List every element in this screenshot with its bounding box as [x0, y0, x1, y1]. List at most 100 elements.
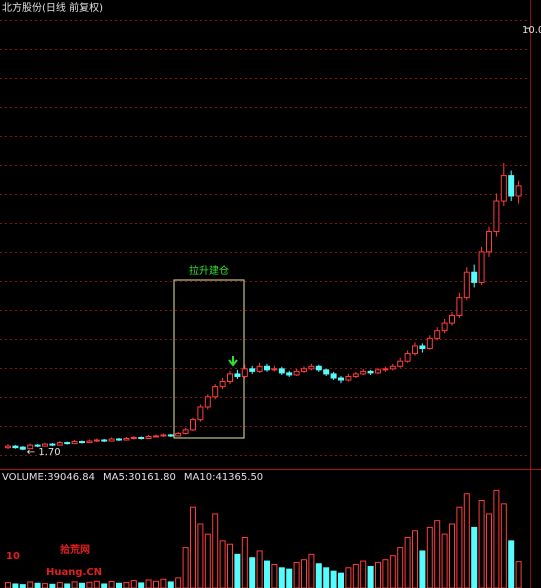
candle-body [212, 386, 219, 398]
candle-body [204, 396, 211, 408]
volume-bar [382, 559, 389, 588]
volume-bar [508, 540, 515, 588]
candle-body [315, 365, 322, 371]
volume-bar [108, 581, 115, 588]
volume-bar [345, 567, 352, 588]
volume-legend-item: MA10:41365.50 [184, 472, 263, 483]
candle-body [153, 435, 159, 438]
volume-bar [486, 513, 492, 588]
volume-bar [338, 572, 344, 588]
volume-bar [456, 506, 463, 588]
candle-body [86, 440, 93, 444]
candle-body [49, 443, 56, 446]
candle-body [123, 438, 130, 441]
candle-body [182, 429, 189, 434]
volume-bar [79, 582, 85, 588]
candle-body [219, 381, 226, 388]
candle-body [515, 185, 522, 197]
candle-body [160, 434, 167, 437]
volume-bar [5, 582, 11, 588]
candle-body [308, 365, 315, 370]
candle-body [478, 251, 485, 283]
volume-bar [463, 493, 470, 588]
volume-bar [264, 560, 270, 588]
candle-body [375, 369, 381, 374]
volume-bar [160, 578, 167, 588]
candle-body [175, 432, 182, 437]
candle-body [360, 370, 367, 375]
candle-body [434, 330, 441, 339]
volume-bar [175, 577, 182, 588]
volume-bar [441, 533, 448, 588]
volume-bar [234, 553, 241, 588]
volume-bar [197, 523, 204, 588]
candle-body [234, 373, 241, 377]
volume-bar [375, 561, 381, 588]
volume-bar [123, 582, 130, 588]
volume-bar [241, 537, 248, 588]
volume-bar [301, 559, 307, 588]
volume-bar [434, 520, 441, 588]
watermark-site: 拾荒网 [60, 543, 90, 556]
volume-bar [34, 582, 41, 588]
volume-bar [12, 583, 19, 588]
volume-bar [19, 584, 26, 588]
volume-bar [367, 565, 374, 588]
candle-body [293, 370, 300, 376]
volume-legend: VOLUME:39046.84 MA5:30161.80 MA10:41365.50 [2, 472, 263, 483]
candle-body [404, 353, 411, 362]
candle-body [412, 345, 418, 355]
volume-bar [404, 537, 411, 588]
candle-body [34, 444, 41, 447]
candle-body [471, 271, 478, 283]
volume-bar [93, 580, 100, 588]
annotation-box [173, 279, 245, 439]
candle-body [167, 434, 174, 437]
volume-bar [286, 568, 293, 588]
volume-bar [426, 526, 433, 588]
candle-body [116, 438, 122, 441]
low-label: ← 1.70 [27, 447, 61, 458]
candle-body [493, 200, 500, 233]
candle-body [323, 369, 330, 375]
volume-bar [515, 561, 522, 588]
volume-bar [471, 526, 478, 588]
candle-body [241, 368, 248, 377]
volume-bar [145, 579, 152, 588]
candle-body [64, 442, 71, 445]
candle-body [486, 231, 492, 253]
candle-body [227, 373, 233, 383]
volume-bar [204, 533, 211, 588]
annotation: 拉升建仓 [189, 264, 229, 277]
watermark-logo: 10 [6, 551, 20, 562]
volume-bar [278, 567, 285, 588]
volume-legend-item: VOLUME:39046.84 [2, 472, 95, 483]
candle-body [190, 419, 196, 431]
y-tick-label: 10.0 [522, 25, 541, 36]
volume-bar [352, 563, 359, 588]
volume-bar [412, 530, 418, 588]
candle-body [130, 436, 137, 440]
volume-legend-item: MA5:30161.80 [103, 472, 176, 483]
volume-bar [227, 543, 233, 588]
candle-body [249, 368, 256, 372]
volume-bar [190, 506, 196, 588]
volume-bar [293, 561, 300, 588]
candle-body [108, 438, 115, 442]
candle-body [93, 439, 100, 442]
candle-body [5, 445, 11, 449]
volume-bar [389, 555, 396, 588]
volume-bar [153, 580, 159, 588]
volume-bar [182, 547, 189, 588]
candle-body [397, 360, 404, 367]
watermark: 10 拾荒网 Huang.CN [6, 543, 102, 578]
candle-body [345, 375, 352, 381]
candle-body [463, 271, 470, 299]
candle-body [419, 345, 426, 349]
candle-body [278, 368, 285, 374]
volume-bar [271, 563, 278, 588]
arrow [228, 356, 238, 367]
candle-body [27, 444, 34, 450]
volume-bar [219, 540, 226, 588]
